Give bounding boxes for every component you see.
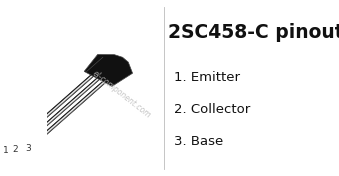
- Text: el-component.com: el-component.com: [90, 69, 152, 121]
- Text: 2: 2: [13, 145, 18, 154]
- Polygon shape: [17, 75, 95, 143]
- Text: 3. Base: 3. Base: [174, 135, 223, 148]
- Polygon shape: [21, 77, 99, 145]
- Polygon shape: [29, 81, 107, 150]
- Polygon shape: [15, 74, 95, 143]
- Text: 1: 1: [3, 146, 9, 155]
- Text: 2SC458-C pinout: 2SC458-C pinout: [168, 23, 339, 42]
- Polygon shape: [15, 74, 93, 142]
- Text: 1. Emitter: 1. Emitter: [174, 71, 240, 84]
- Polygon shape: [84, 54, 133, 86]
- Polygon shape: [27, 80, 105, 149]
- Polygon shape: [21, 77, 101, 146]
- Polygon shape: [27, 80, 107, 150]
- Text: 3: 3: [26, 144, 32, 153]
- Polygon shape: [23, 78, 101, 146]
- Text: 2. Collector: 2. Collector: [174, 103, 250, 116]
